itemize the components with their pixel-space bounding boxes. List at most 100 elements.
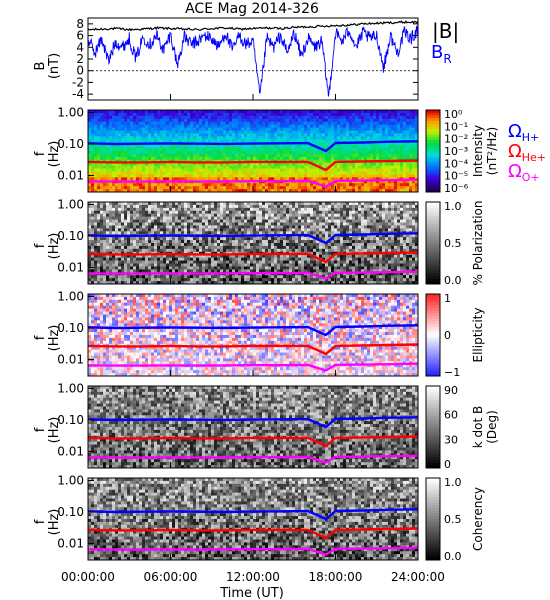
- cell: [151, 205, 154, 208]
- cell: [157, 246, 160, 249]
- cell: [115, 169, 118, 172]
- cell: [358, 119, 361, 122]
- cell: [151, 211, 154, 214]
- cell: [265, 240, 268, 243]
- cell: [322, 211, 325, 214]
- cell: [280, 223, 283, 226]
- cell: [91, 186, 94, 189]
- cell: [346, 131, 349, 134]
- cell: [136, 246, 139, 249]
- cell: [307, 214, 310, 217]
- cell: [277, 166, 280, 169]
- cell: [316, 154, 319, 157]
- cell: [109, 186, 112, 189]
- cell: [115, 240, 118, 243]
- cell: [100, 225, 103, 228]
- cell: [91, 133, 94, 136]
- cell: [394, 125, 397, 128]
- cell: [286, 205, 289, 208]
- cell: [253, 136, 256, 139]
- cell: [172, 211, 175, 214]
- cell: [166, 246, 169, 249]
- cell: [154, 177, 157, 180]
- cell: [190, 128, 193, 131]
- cell: [223, 243, 226, 246]
- cell: [334, 246, 337, 249]
- cell: [115, 157, 118, 160]
- cell: [361, 154, 364, 157]
- cell: [379, 145, 382, 148]
- cell: [322, 208, 325, 211]
- cell: [136, 139, 139, 142]
- cell: [391, 151, 394, 154]
- cell: [169, 154, 172, 157]
- cell: [319, 217, 322, 220]
- cell: [238, 166, 241, 169]
- cell: [160, 174, 163, 177]
- cell: [379, 205, 382, 208]
- cell: [349, 133, 352, 136]
- cell: [226, 145, 229, 148]
- cell: [127, 139, 130, 142]
- cell: [325, 228, 328, 231]
- cell: [172, 186, 175, 189]
- cell: [121, 228, 124, 231]
- cell: [88, 237, 91, 240]
- cell: [349, 157, 352, 160]
- cell: [184, 225, 187, 228]
- cell: [301, 217, 304, 220]
- cell: [193, 172, 196, 175]
- cell: [103, 214, 106, 217]
- cell: [103, 133, 106, 136]
- cell: [184, 148, 187, 151]
- cell: [181, 246, 184, 249]
- cell: [217, 169, 220, 172]
- cell: [175, 214, 178, 217]
- cell: [157, 113, 160, 116]
- cell: [349, 113, 352, 116]
- cell: [277, 240, 280, 243]
- cell: [223, 166, 226, 169]
- cell: [223, 186, 226, 189]
- cell: [130, 249, 133, 252]
- cell: [178, 166, 181, 169]
- cell: [178, 223, 181, 226]
- cell: [187, 119, 190, 122]
- cell: [379, 214, 382, 217]
- cell: [196, 133, 199, 136]
- cell: [229, 133, 232, 136]
- cell: [112, 172, 115, 175]
- cell: [109, 113, 112, 116]
- cell: [226, 220, 229, 223]
- cell: [121, 113, 124, 116]
- cell: [208, 113, 211, 116]
- cell: [262, 148, 265, 151]
- cell: [301, 125, 304, 128]
- cell: [256, 228, 259, 231]
- cell: [181, 157, 184, 160]
- cell: [196, 122, 199, 125]
- cell: [352, 157, 355, 160]
- cell: [169, 174, 172, 177]
- cell: [130, 116, 133, 119]
- cell: [241, 243, 244, 246]
- cell: [106, 119, 109, 122]
- cell: [271, 217, 274, 220]
- cell: [406, 151, 409, 154]
- cell: [358, 128, 361, 131]
- cell: [166, 174, 169, 177]
- cell: [214, 211, 217, 214]
- cell: [184, 211, 187, 214]
- cell: [91, 148, 94, 151]
- cell: [385, 148, 388, 151]
- cell: [241, 148, 244, 151]
- cell: [205, 228, 208, 231]
- cell: [217, 136, 220, 139]
- cell: [367, 183, 370, 186]
- cell: [91, 151, 94, 154]
- cell: [274, 214, 277, 217]
- cell: [331, 228, 334, 231]
- cell: [277, 217, 280, 220]
- cell: [376, 119, 379, 122]
- cell: [223, 136, 226, 139]
